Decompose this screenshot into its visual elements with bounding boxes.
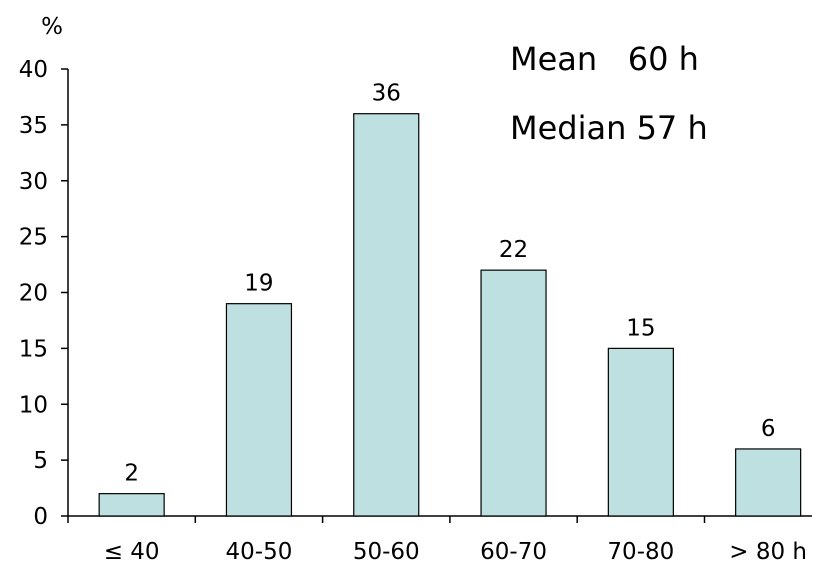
bar bbox=[98, 493, 165, 517]
data-label: 15 bbox=[626, 315, 655, 341]
median-annotation: Median 57 h bbox=[510, 109, 708, 147]
y-tick-label: 0 bbox=[33, 504, 48, 530]
x-category-label: ≤ 40 bbox=[104, 539, 160, 565]
y-tick-label: 30 bbox=[19, 169, 48, 195]
y-tick-label: 10 bbox=[19, 392, 48, 418]
y-tick-label: 5 bbox=[33, 448, 48, 474]
bar bbox=[607, 347, 674, 517]
x-category-label: > 80 h bbox=[729, 539, 807, 565]
y-tick-label: 35 bbox=[19, 113, 48, 139]
y-tick-label: 25 bbox=[19, 225, 48, 251]
mean-annotation: Mean 60 h bbox=[510, 40, 699, 78]
y-axis-unit-label: % bbox=[41, 14, 63, 40]
y-tick-label: 40 bbox=[19, 57, 48, 83]
bar bbox=[225, 303, 293, 517]
bar bbox=[735, 448, 802, 517]
bar bbox=[353, 113, 420, 517]
x-category-label: 60-70 bbox=[480, 539, 547, 565]
y-tick-label: 15 bbox=[19, 336, 48, 362]
data-label: 6 bbox=[761, 416, 776, 442]
x-category-label: 70-80 bbox=[607, 539, 674, 565]
data-label: 2 bbox=[124, 461, 139, 487]
data-label: 36 bbox=[372, 81, 401, 107]
y-tick-label: 20 bbox=[19, 281, 48, 307]
data-label: 19 bbox=[244, 271, 273, 297]
x-category-label: 50-60 bbox=[353, 539, 420, 565]
data-label: 22 bbox=[499, 237, 528, 263]
x-category-label: 40-50 bbox=[226, 539, 293, 565]
bar bbox=[480, 269, 547, 517]
